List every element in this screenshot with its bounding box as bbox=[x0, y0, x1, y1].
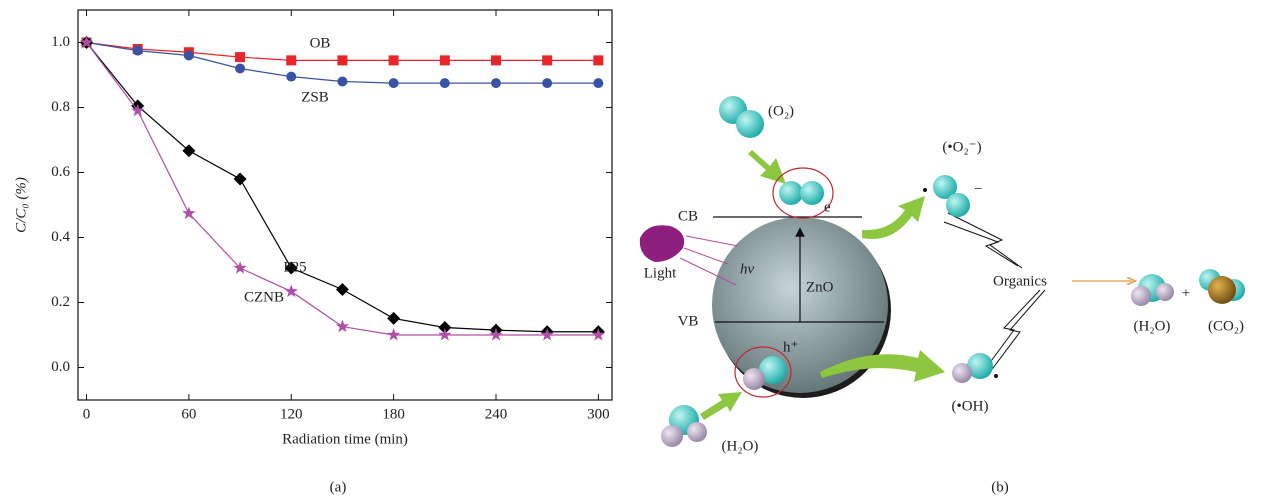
marker bbox=[79, 35, 94, 49]
marker bbox=[233, 261, 247, 274]
label: (CO₂) bbox=[1208, 318, 1244, 334]
marker bbox=[439, 78, 450, 89]
molecules bbox=[661, 96, 1245, 447]
marker bbox=[386, 328, 401, 341]
y-tick-label: 1.0 bbox=[51, 34, 70, 50]
marker bbox=[284, 284, 298, 298]
y-tick-label: 0.8 bbox=[51, 99, 70, 115]
y-tick-label: 0.6 bbox=[51, 164, 70, 180]
marker bbox=[235, 52, 246, 63]
marker bbox=[593, 78, 604, 89]
marker bbox=[132, 45, 143, 56]
y-tick-label: 0.0 bbox=[51, 359, 70, 375]
marker bbox=[337, 76, 348, 87]
label: (H₂O) bbox=[722, 438, 759, 454]
series-label: OB bbox=[310, 35, 331, 51]
marker bbox=[438, 321, 452, 335]
label: (•O₂⁻) bbox=[942, 139, 981, 155]
marker bbox=[286, 55, 297, 66]
light-source bbox=[639, 225, 685, 262]
series-label: P25 bbox=[283, 259, 306, 275]
marker bbox=[183, 50, 194, 61]
series-label: ZSB bbox=[301, 89, 329, 105]
marker bbox=[593, 55, 604, 66]
y-tick-label: 0.4 bbox=[51, 229, 70, 245]
marker bbox=[335, 283, 349, 296]
marker bbox=[439, 55, 450, 66]
x-axis-label: Radiation time (min) bbox=[282, 431, 408, 447]
light-rays bbox=[679, 235, 739, 286]
marker bbox=[387, 311, 401, 325]
label: Light bbox=[644, 265, 677, 281]
label: e bbox=[824, 199, 831, 215]
marker bbox=[182, 206, 196, 220]
marker bbox=[131, 103, 145, 117]
caption: (b) bbox=[991, 479, 1009, 495]
marker bbox=[284, 261, 298, 275]
label: CB bbox=[678, 208, 698, 224]
y-axis-label: C/C₀ (%) bbox=[13, 177, 29, 233]
x-tick-label: 180 bbox=[382, 406, 405, 422]
marker bbox=[286, 71, 297, 82]
label: hν bbox=[740, 261, 755, 277]
series-label: CZNB bbox=[244, 289, 284, 305]
label: (O₂) bbox=[768, 103, 794, 119]
label: VB bbox=[678, 313, 699, 329]
marker bbox=[490, 55, 501, 66]
label: (H₂O) bbox=[1134, 318, 1171, 334]
diagram: (O₂) (•O₂⁻) − CB VB e h⁺ Light hν ZnO Or… bbox=[639, 96, 1245, 454]
plot-frame bbox=[77, 9, 613, 401]
label: (•OH) bbox=[952, 398, 989, 414]
x-tick-label: 300 bbox=[587, 406, 610, 422]
marker bbox=[542, 78, 553, 89]
marker bbox=[388, 55, 399, 66]
marker bbox=[489, 328, 503, 341]
marker bbox=[335, 319, 350, 333]
label: − bbox=[974, 181, 982, 197]
marker bbox=[182, 144, 196, 158]
label: ZnO bbox=[806, 279, 834, 295]
green-arrows bbox=[700, 150, 945, 420]
x-tick-label: 240 bbox=[485, 406, 508, 422]
marker bbox=[490, 78, 501, 89]
marker bbox=[233, 172, 247, 186]
caption: (a) bbox=[330, 479, 347, 495]
marker bbox=[542, 55, 553, 66]
label: h⁺ bbox=[783, 339, 798, 355]
label: + bbox=[1182, 285, 1190, 301]
marker bbox=[438, 328, 452, 341]
electron-site bbox=[772, 167, 834, 219]
marker bbox=[540, 328, 554, 341]
marker bbox=[388, 78, 399, 89]
label: Organics bbox=[993, 273, 1047, 289]
marker bbox=[591, 328, 606, 341]
x-tick-label: 60 bbox=[181, 406, 196, 422]
hole-site bbox=[734, 346, 792, 398]
marker bbox=[337, 55, 348, 66]
x-tick-label: 0 bbox=[83, 406, 91, 422]
y-tick-label: 0.2 bbox=[51, 294, 70, 310]
x-tick-label: 120 bbox=[280, 406, 303, 422]
lightning bbox=[943, 212, 1046, 373]
marker bbox=[235, 63, 246, 74]
